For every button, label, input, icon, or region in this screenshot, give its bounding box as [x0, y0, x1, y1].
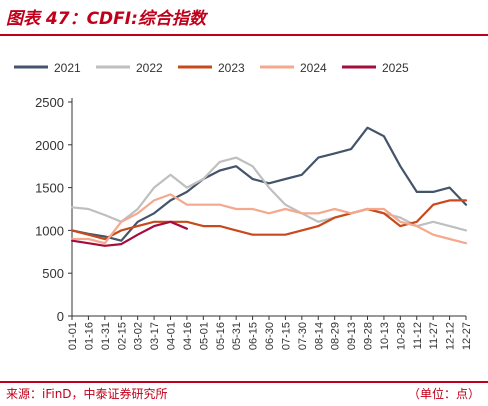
x-tick-label: 06-30 — [264, 322, 276, 350]
series-line-2025 — [70, 220, 188, 247]
chart-series — [70, 126, 468, 247]
y-tick-label: 1500 — [35, 181, 64, 196]
x-tick-label: 01-01 — [67, 322, 79, 350]
x-tick-label: 08-14 — [313, 322, 325, 350]
y-tick-label: 2000 — [35, 138, 64, 153]
x-tick-label: 05-16 — [215, 322, 227, 350]
y-tick-label: 2500 — [35, 95, 64, 110]
x-tick-label: 10-13 — [379, 322, 391, 350]
title-divider — [0, 34, 488, 36]
x-tick-label: 07-30 — [297, 322, 309, 350]
legend-label-2023: 2023 — [218, 61, 245, 75]
x-tick-label: 01-31 — [100, 322, 112, 350]
y-tick-label: 1000 — [35, 223, 64, 238]
x-tick-label: 05-31 — [231, 322, 243, 350]
x-tick-label: 08-29 — [330, 322, 342, 350]
line-chart: 2021 2022 2023 2024 2025 0 500 1000 1500 2000 250… — [14, 61, 473, 350]
x-tick-label: 07-15 — [280, 322, 292, 350]
x-tick-label: 09-13 — [346, 322, 358, 350]
series-line-2021 — [70, 126, 468, 242]
x-tick-label: 04-16 — [182, 322, 194, 350]
x-tick-label: 11-27 — [428, 322, 440, 349]
series-line-2023 — [70, 199, 468, 241]
page-title: 图表 47：CDFI:综合指数 — [6, 9, 206, 29]
legend-label-2024: 2024 — [300, 61, 327, 75]
x-tick-label: 03-17 — [149, 322, 161, 350]
series-line-2024 — [70, 193, 468, 245]
y-tick-label: 0 — [57, 309, 64, 324]
legend-label-2025: 2025 — [382, 61, 409, 75]
x-tick-label: 09-28 — [363, 322, 375, 350]
x-tick-label: 01-16 — [83, 322, 95, 350]
x-tick-label: 05-01 — [198, 322, 210, 350]
x-tick-label: 12-27 — [461, 322, 473, 350]
x-tick-label: 04-01 — [166, 322, 178, 350]
footer-divider — [0, 381, 488, 383]
legend-label-2022: 2022 — [136, 61, 163, 75]
x-tick-label: 02-15 — [116, 322, 128, 350]
x-tick-label: 06-15 — [248, 322, 260, 350]
x-tick-label: 12-12 — [445, 322, 457, 350]
x-tick-label: 11-12 — [412, 322, 424, 349]
legend-label-2021: 2021 — [54, 61, 81, 75]
chart-axes: 0 500 1000 1500 2000 2500 01-01 01-16 01-31 02-15… — [35, 95, 473, 350]
series-line-2022 — [70, 156, 468, 232]
x-tick-label: 03-02 — [133, 322, 145, 350]
unit-note: （单位：点） — [407, 387, 480, 401]
source-note: 来源：iFinD，中泰证券研究所 — [6, 387, 168, 401]
x-tick-label: 10-28 — [395, 322, 407, 350]
chart-legend: 2021 2022 2023 2024 2025 — [14, 61, 409, 75]
y-tick-label: 500 — [42, 266, 64, 281]
